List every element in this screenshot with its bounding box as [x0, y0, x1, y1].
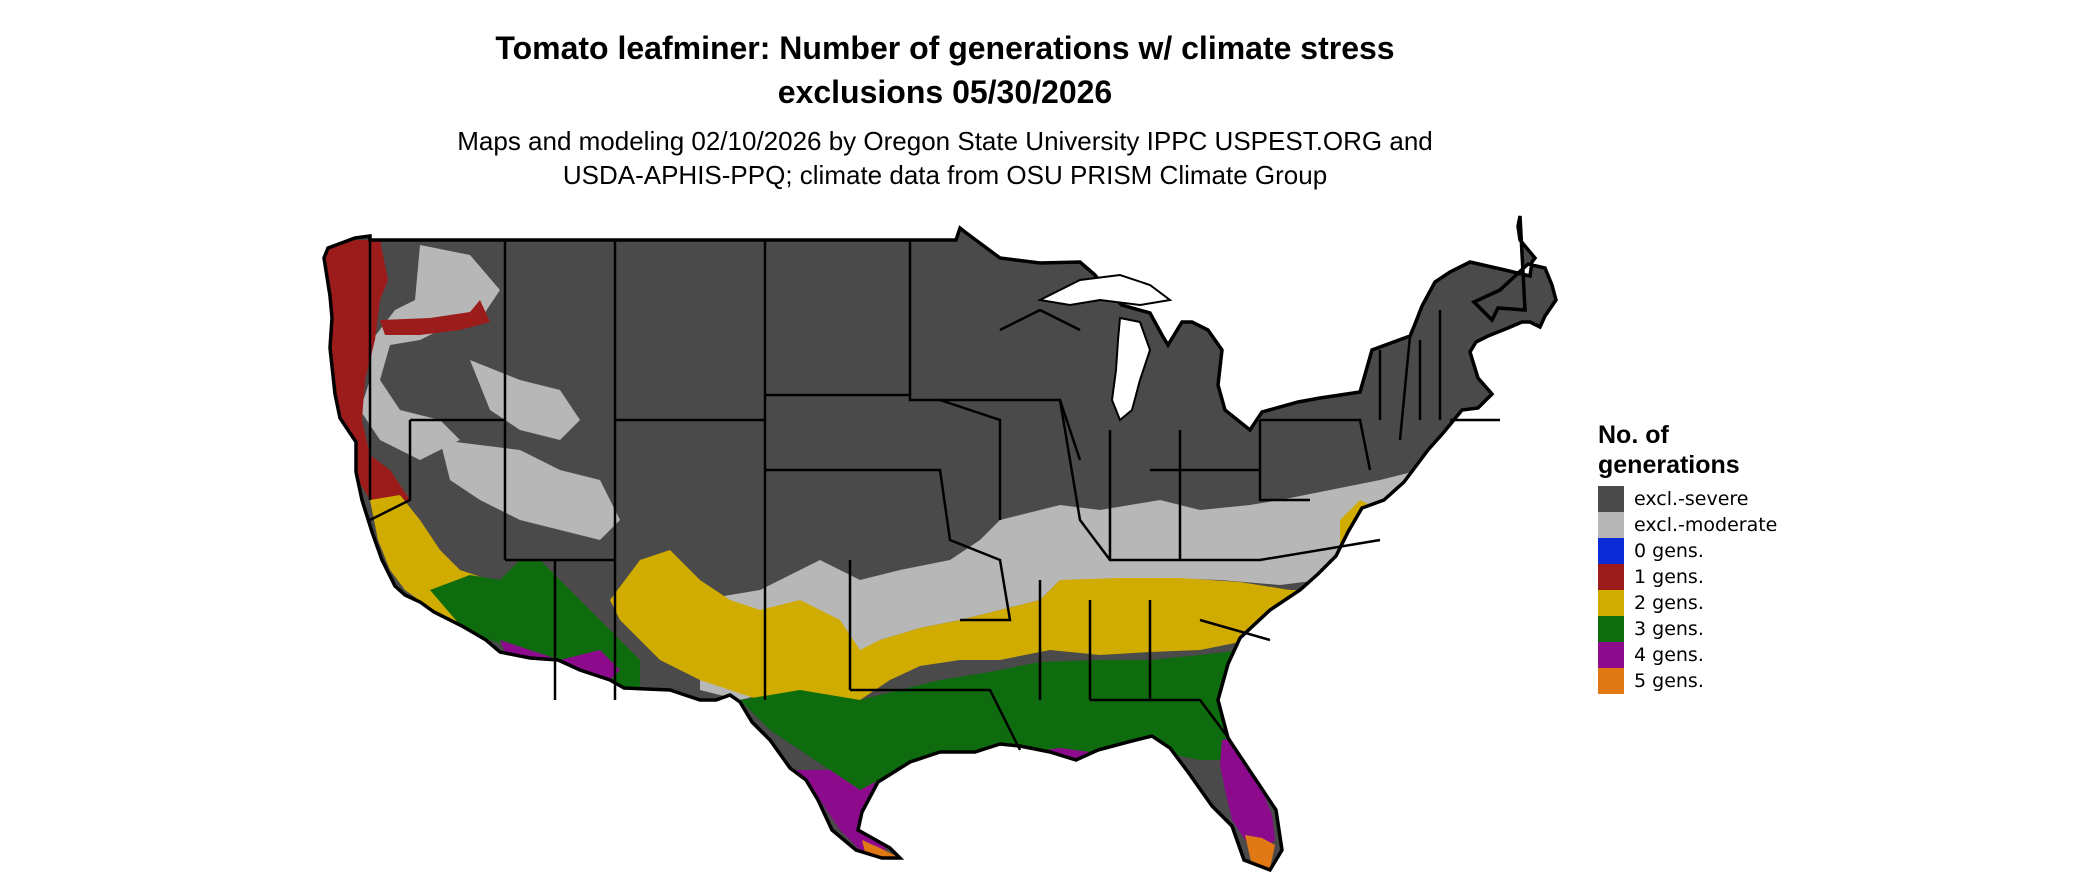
legend-item: 4 gens. — [1598, 642, 1798, 668]
map-title: Tomato leafminer: Number of generations … — [0, 26, 1890, 114]
legend-swatch — [1598, 668, 1624, 694]
legend-item: 0 gens. — [1598, 538, 1798, 564]
region-3-gen-gulf — [740, 640, 1330, 790]
legend-swatch — [1598, 512, 1624, 538]
subtitle-line-1: Maps and modeling 02/10/2026 by Oregon S… — [457, 126, 1433, 156]
region-1-gen-columbia — [380, 300, 490, 335]
title-line-1: Tomato leafminer: Number of generations … — [495, 30, 1395, 66]
subtitle-line-2: USDA-APHIS-PPQ; climate data from OSU PR… — [562, 160, 1328, 190]
legend-label: 2 gens. — [1634, 592, 1704, 614]
region-excl-moderate-gb — [440, 440, 620, 540]
region-excl-moderate-nw — [360, 245, 500, 460]
lake-michigan — [1110, 316, 1152, 422]
region-4-gen-florida — [1220, 735, 1275, 850]
legend-label: excl.-severe — [1634, 488, 1749, 510]
legend-label: 5 gens. — [1634, 670, 1704, 692]
legend-swatch — [1598, 590, 1624, 616]
legend: No. of generations excl.-severe excl.-mo… — [1598, 420, 1798, 694]
map-fill-layer — [324, 220, 1556, 870]
region-excl-moderate-south — [700, 470, 1480, 700]
legend-label: excl.-moderate — [1634, 514, 1778, 536]
legend-label: 4 gens. — [1634, 644, 1704, 666]
region-excl-severe — [324, 220, 1556, 870]
legend-item: excl.-moderate — [1598, 512, 1798, 538]
legend-label: 0 gens. — [1634, 540, 1704, 562]
legend-swatch — [1598, 538, 1624, 564]
legend-item: 2 gens. — [1598, 590, 1798, 616]
region-4-gen-louisiana — [1030, 748, 1090, 772]
region-excl-moderate-nw2 — [470, 360, 580, 440]
region-2-gen-south — [610, 540, 1402, 720]
state-boundaries — [368, 238, 1500, 751]
legend-swatch — [1598, 486, 1624, 512]
legend-item: 5 gens. — [1598, 668, 1798, 694]
legend-title: No. of generations — [1598, 421, 1740, 479]
legend-label: 1 gens. — [1634, 566, 1704, 588]
legend-items: excl.-severe excl.-moderate 0 gens. 1 ge… — [1598, 486, 1798, 694]
legend-swatch — [1598, 616, 1624, 642]
region-5-gen-florida — [1245, 835, 1275, 868]
legend-swatch — [1598, 564, 1624, 590]
lake-superior — [1036, 273, 1173, 307]
legend-swatch — [1598, 642, 1624, 668]
legend-item: 1 gens. — [1598, 564, 1798, 590]
legend-item: excl.-severe — [1598, 486, 1798, 512]
legend-item: 3 gens. — [1598, 616, 1798, 642]
legend-label: 3 gens. — [1634, 618, 1704, 640]
map-subtitle: Maps and modeling 02/10/2026 by Oregon S… — [0, 124, 1890, 192]
title-line-2: exclusions 05/30/2026 — [777, 74, 1113, 110]
